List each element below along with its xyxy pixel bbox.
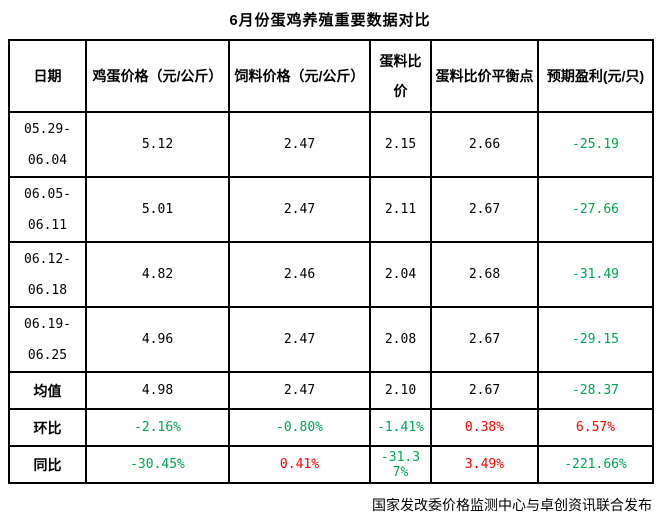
table-row: 06.19- 06.25 4.96 2.47 2.08 2.67 -29.15 (8, 306, 654, 373)
column-header: 鸡蛋价格（元/公斤） (85, 39, 230, 113)
row-label-line: 均值 (33, 382, 62, 399)
data-cell: 6.57% (537, 408, 654, 447)
data-cell: 4.96 (85, 306, 230, 373)
data-cell: -0.80% (228, 408, 371, 447)
data-cell: 2.10 (369, 371, 432, 410)
row-label-line: 06.11 (27, 217, 68, 233)
row-label: 06.05- 06.11 (8, 176, 87, 243)
data-table: 日期 鸡蛋价格（元/公斤） 饲料价格（元/公斤） 蛋料比价 蛋料比价平衡点 预期盈利(元/… (8, 39, 654, 484)
data-cell: 2.47 (228, 111, 371, 178)
data-cell: -27.66 (537, 176, 654, 243)
data-cell: 2.66 (430, 111, 539, 178)
data-cell: 3.49% (430, 445, 539, 484)
data-cell: -30.45% (85, 445, 230, 484)
data-cell: 2.47 (228, 176, 371, 243)
data-cell: 0.38% (430, 408, 539, 447)
row-label-line: 环比 (33, 419, 62, 436)
row-label: 06.19- 06.25 (8, 306, 87, 373)
data-cell: 2.67 (430, 176, 539, 243)
data-cell: 2.08 (369, 306, 432, 373)
data-cell: -31.49 (537, 241, 654, 308)
data-cell: 2.68 (430, 241, 539, 308)
column-header: 日期 (8, 39, 87, 113)
table-row: 06.05- 06.11 5.01 2.47 2.11 2.67 -27.66 (8, 176, 654, 243)
data-cell: 2.47 (228, 306, 371, 373)
data-cell: 5.01 (85, 176, 230, 243)
data-cell: 2.67 (430, 371, 539, 410)
row-label-line: 06.05- (24, 186, 71, 202)
table-row: 均值 4.98 2.47 2.10 2.67 -28.37 (8, 371, 654, 410)
row-label: 06.12- 06.18 (8, 241, 87, 308)
data-cell: 2.67 (430, 306, 539, 373)
row-label-line: 06.18 (27, 282, 68, 298)
table-title: 6月份蛋鸡养殖重要数据对比 (229, 12, 431, 29)
data-cell: -31.37% (369, 445, 432, 484)
row-label: 同比 (8, 445, 87, 484)
column-header: 蛋料比价 (369, 39, 432, 113)
row-label-line: 06.04 (27, 152, 68, 168)
row-label-line: 06.19- (24, 316, 71, 332)
data-cell: 2.11 (369, 176, 432, 243)
data-cell: -1.41% (369, 408, 432, 447)
data-cell: -25.19 (537, 111, 654, 178)
column-header: 预期盈利(元/只) (537, 39, 654, 113)
column-header: 蛋料比价平衡点 (430, 39, 539, 113)
column-header: 饲料价格（元/公斤） (228, 39, 371, 113)
row-label-line: 06.25 (27, 347, 68, 363)
table-row: 环比 -2.16% -0.80% -1.41% 0.38% 6.57% (8, 408, 654, 447)
data-cell: 2.46 (228, 241, 371, 308)
data-cell: 2.47 (228, 371, 371, 410)
row-label-line: 同比 (33, 456, 62, 473)
source-attribution: 国家发改委价格监测中心与卓创资讯联合发布 (372, 497, 652, 513)
data-cell: 0.41% (228, 445, 371, 484)
data-cell: -221.66% (537, 445, 654, 484)
data-cell: 4.98 (85, 371, 230, 410)
data-cell: -29.15 (537, 306, 654, 373)
table-row: 同比 -30.45% 0.41% -31.37% 3.49% -221.66% (8, 445, 654, 484)
row-label: 05.29- 06.04 (8, 111, 87, 178)
data-cell: 4.82 (85, 241, 230, 308)
data-cell: 5.12 (85, 111, 230, 178)
data-cell: 2.04 (369, 241, 432, 308)
data-cell: 2.15 (369, 111, 432, 178)
row-label-line: 05.29- (24, 121, 71, 137)
row-label-line: 06.12- (24, 251, 71, 267)
data-cell: -28.37 (537, 371, 654, 410)
table-body: 05.29- 06.04 5.12 2.47 2.15 2.66 -25.19 06.05- 0… (8, 111, 654, 484)
header-row: 日期 鸡蛋价格（元/公斤） 饲料价格（元/公斤） 蛋料比价 蛋料比价平衡点 预期盈利(元/… (8, 39, 654, 113)
table-row: 06.12- 06.18 4.82 2.46 2.04 2.68 -31.49 (8, 241, 654, 308)
table-row: 05.29- 06.04 5.12 2.47 2.15 2.66 -25.19 (8, 111, 654, 178)
row-label: 环比 (8, 408, 87, 447)
data-cell: -2.16% (85, 408, 230, 447)
row-label: 均值 (8, 371, 87, 410)
